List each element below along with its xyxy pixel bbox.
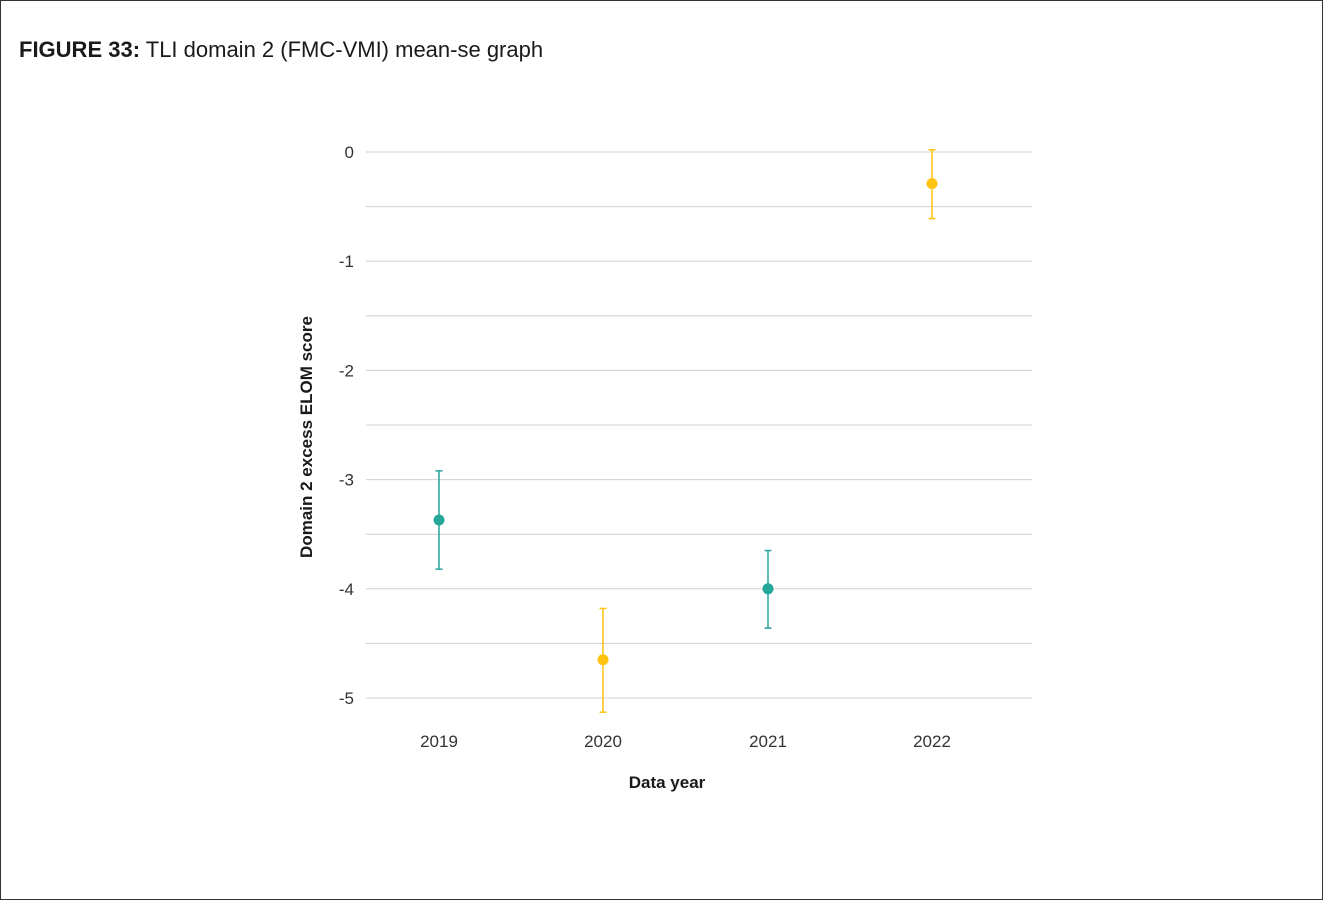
y-axis-label: Domain 2 excess ELOM score [297, 316, 316, 558]
x-tick-label: 2020 [584, 732, 622, 751]
data-point [433, 514, 445, 526]
y-tick-label: -3 [339, 471, 354, 490]
data-point [926, 178, 938, 190]
x-axis-label: Data year [629, 773, 706, 792]
data-point [762, 583, 774, 595]
y-tick-label: -5 [339, 689, 354, 708]
y-tick-label: 0 [345, 143, 354, 162]
x-tick-label: 2019 [420, 732, 458, 751]
figure-label: FIGURE 33: [19, 37, 141, 62]
figure-caption: FIGURE 33: TLI domain 2 (FMC-VMI) mean-s… [19, 36, 543, 64]
x-tick-label: 2021 [749, 732, 787, 751]
data-point [597, 654, 609, 666]
y-tick-label: -2 [339, 361, 354, 380]
x-tick-label: 2022 [913, 732, 951, 751]
y-tick-label: -1 [339, 252, 354, 271]
y-tick-label: -4 [339, 580, 354, 599]
figure-title: TLI domain 2 (FMC-VMI) mean-se graph [145, 37, 544, 62]
